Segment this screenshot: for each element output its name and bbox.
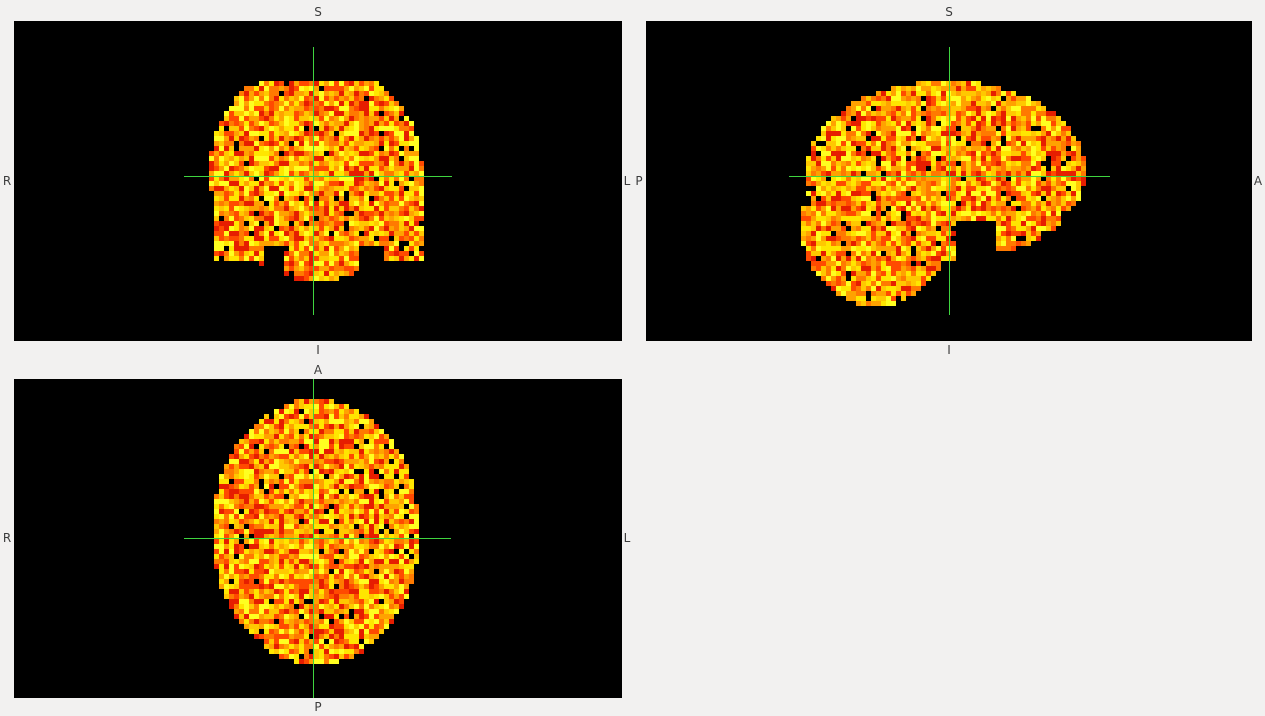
sagittal-label-top: S bbox=[945, 5, 953, 19]
coronal-label-left: R bbox=[2, 174, 12, 188]
axial-label-top: A bbox=[313, 363, 323, 377]
sagittal-label-left: P bbox=[635, 174, 643, 188]
axial-crosshair-horizontal bbox=[184, 538, 451, 539]
sagittal-crosshair-vertical bbox=[949, 47, 950, 315]
coronal-label-right: L bbox=[623, 174, 631, 188]
axial-label-bottom: P bbox=[314, 700, 322, 714]
axial-view[interactable] bbox=[14, 379, 622, 698]
coronal-slice-image bbox=[14, 21, 622, 341]
coronal-crosshair-vertical bbox=[313, 47, 314, 315]
axial-label-left: R bbox=[2, 531, 12, 545]
axial-label-right: L bbox=[623, 531, 631, 545]
sagittal-view[interactable] bbox=[646, 21, 1252, 341]
sagittal-label-right: A bbox=[1253, 174, 1263, 188]
coronal-label-top: S bbox=[314, 5, 322, 19]
axial-crosshair-vertical bbox=[313, 379, 314, 698]
coronal-label-bottom: I bbox=[316, 343, 320, 357]
sagittal-label-bottom: I bbox=[947, 343, 951, 357]
coronal-view[interactable] bbox=[14, 21, 622, 341]
coronal-crosshair-horizontal bbox=[184, 176, 452, 177]
